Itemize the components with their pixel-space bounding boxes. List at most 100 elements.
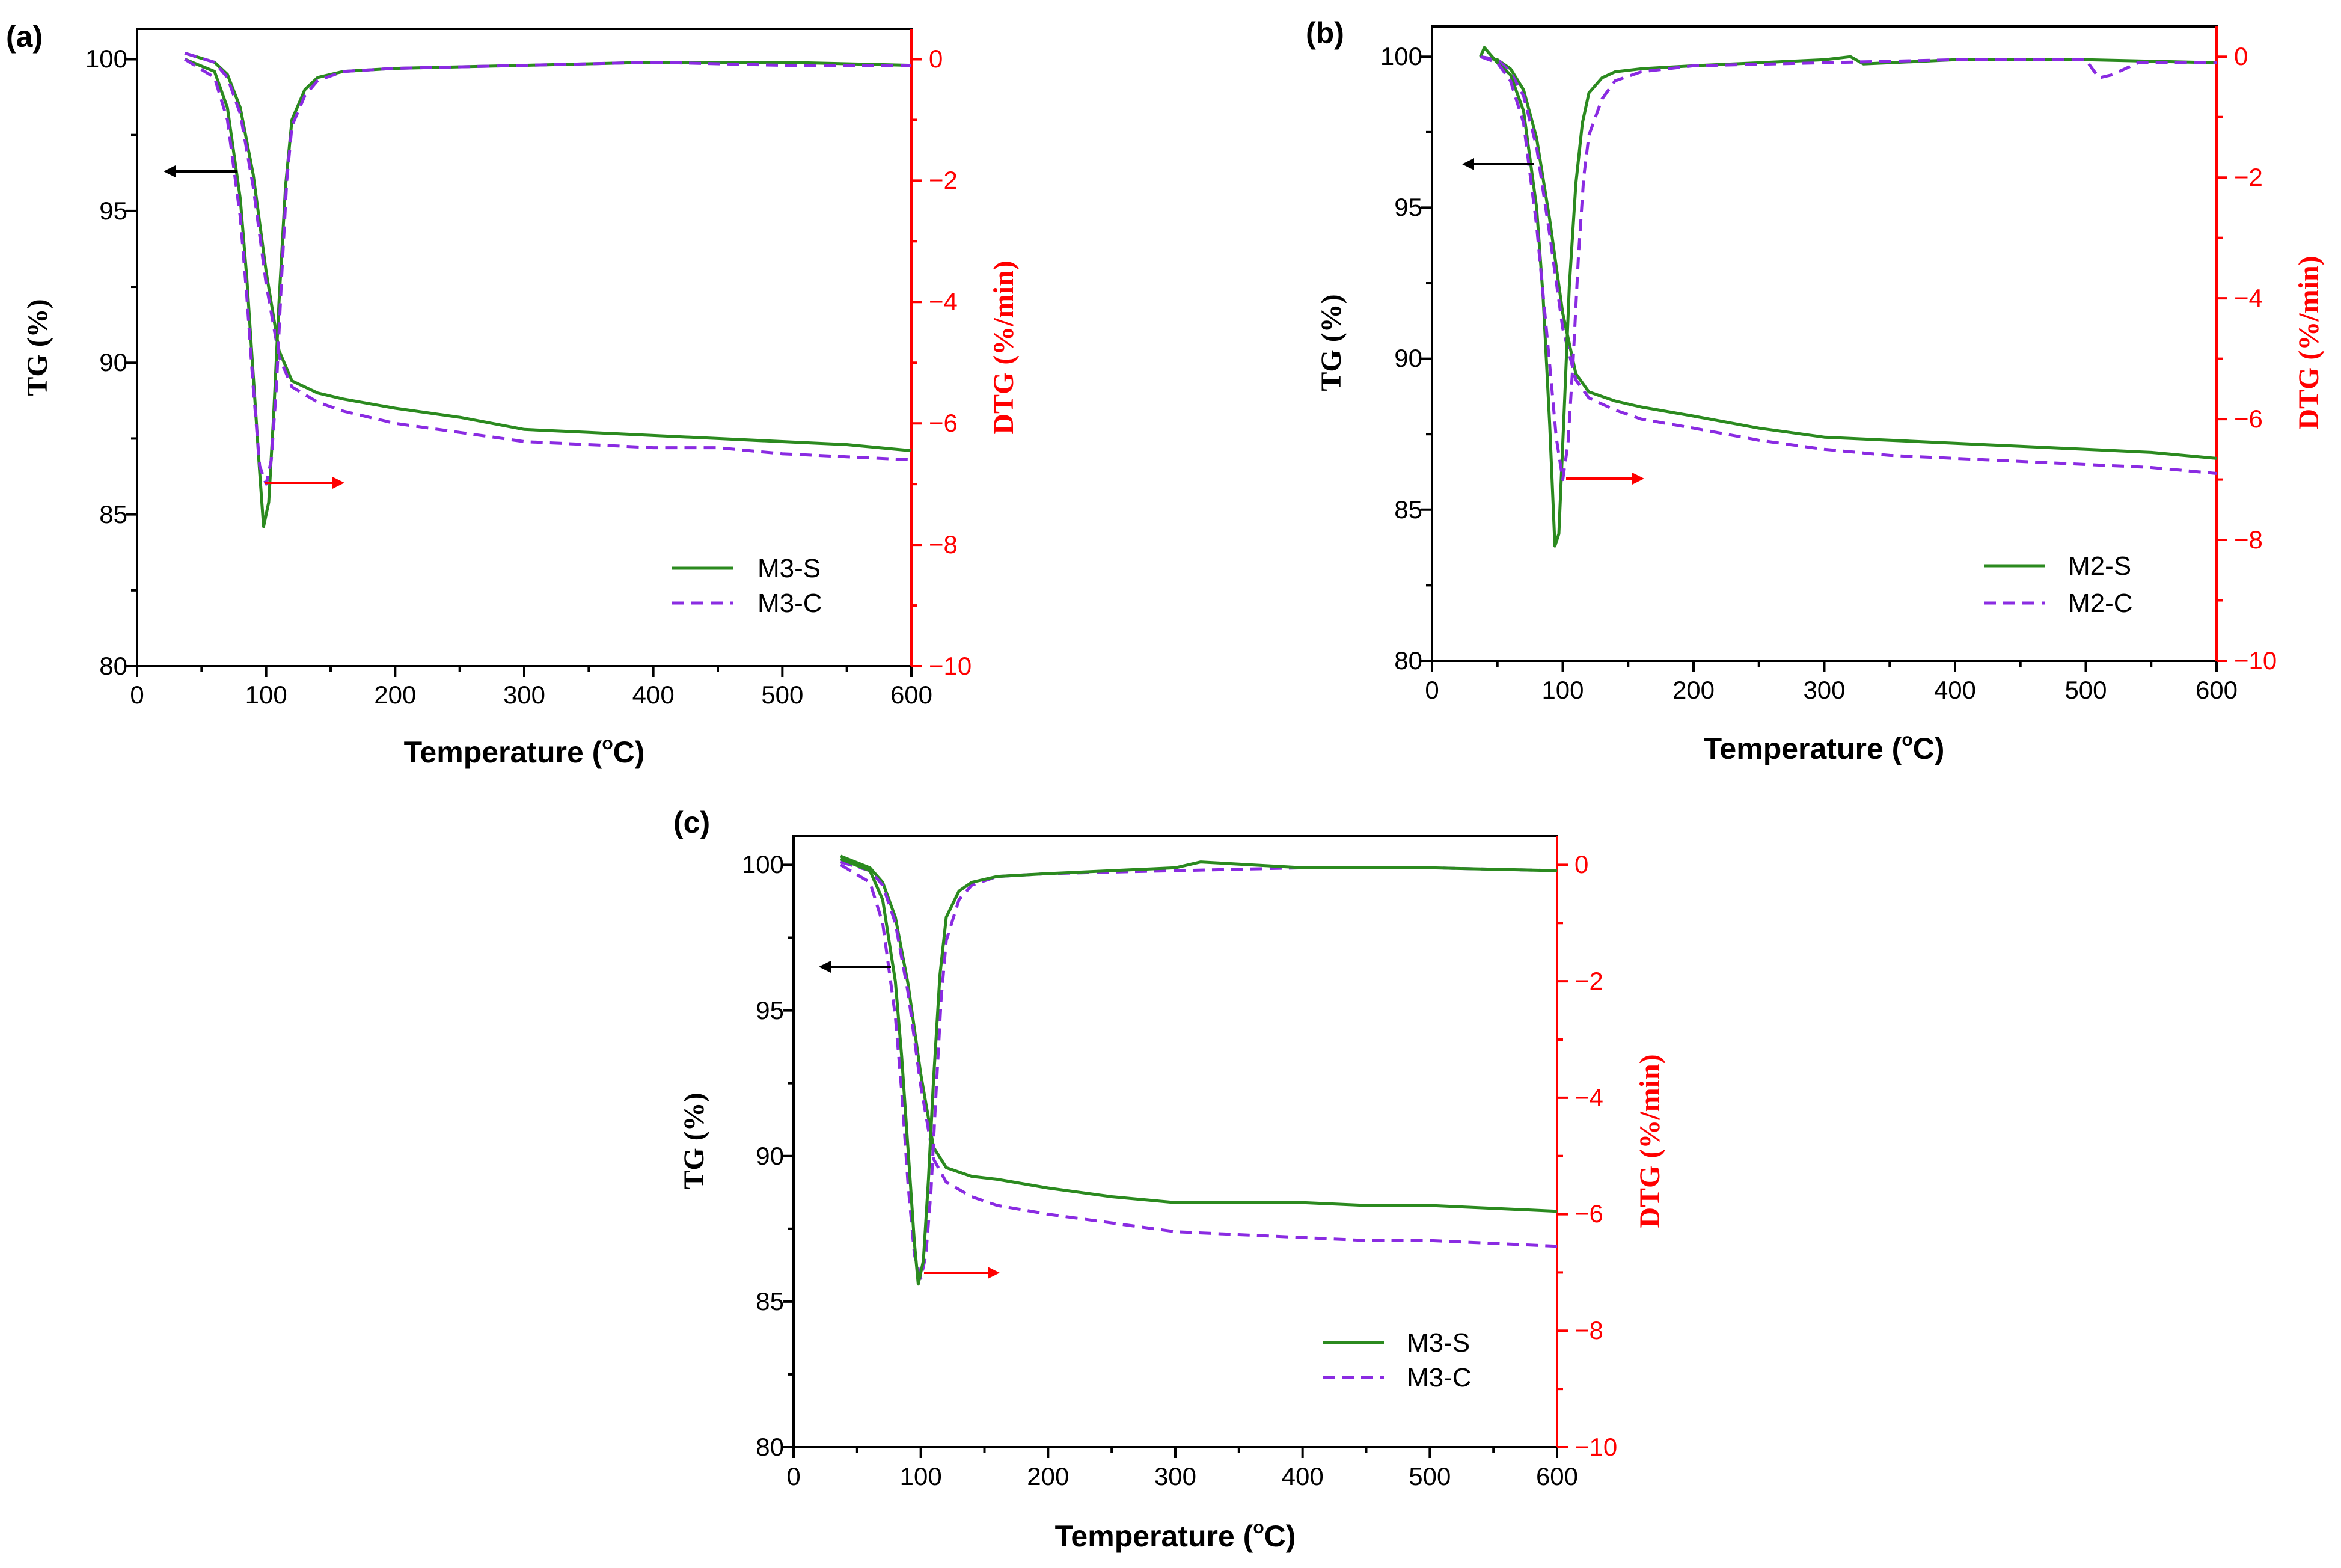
panel-c-series-group xyxy=(840,854,1558,1286)
panel-b-legend: M2-S M2-C xyxy=(1984,551,2133,618)
panel-b-ytick-labels: 80 85 90 95 100 xyxy=(1380,42,1422,675)
panel-c-y-axis-title: TG (%) xyxy=(678,1092,710,1189)
panel-b-y2tick-label: −10 xyxy=(2234,646,2277,675)
panel-a-y-axis-title: TG (%) xyxy=(22,299,54,396)
panel-b-arrow-tg xyxy=(1462,158,1534,170)
panel-c-legend: M3-S M3-C xyxy=(1323,1328,1472,1392)
panel-a-y2tick-label: −4 xyxy=(929,287,958,316)
panel-a-arrow-tg-head xyxy=(164,165,176,177)
panel-a-y2tick-label: −2 xyxy=(929,166,958,194)
panel-b-legend-label-c: M2-C xyxy=(2068,589,2133,618)
panel-c-xtick-labels: 0 100 200 300 400 500 600 xyxy=(786,1462,1578,1490)
panel-c-y2tick-label: 0 xyxy=(1574,850,1588,878)
panel-c-y2tick-label: −8 xyxy=(1574,1316,1603,1344)
panel-b-xtick-label: 300 xyxy=(1803,676,1845,704)
panel-b-ytick-label: 85 xyxy=(1394,495,1422,524)
panel-b-legend-label-s: M2-S xyxy=(2068,551,2131,581)
panel-c-ytick-label: 95 xyxy=(756,996,784,1024)
panel-c-xtick-label: 300 xyxy=(1154,1462,1196,1490)
panel-c-legend-label-s: M3-S xyxy=(1407,1328,1470,1358)
panel-a-xtick-labels: 0 100 200 300 400 500 600 xyxy=(130,681,932,709)
panel-c-y2-axis-title: DTG (%/min) xyxy=(1634,1054,1666,1228)
panel-a-ytick-label: 80 xyxy=(99,652,127,680)
panel-a-xtick-label: 600 xyxy=(890,681,932,709)
panel-a-ytick-labels: 80 85 90 95 100 xyxy=(85,44,127,680)
panel-a-xtick-label: 500 xyxy=(761,681,803,709)
panel-b-x-axis-title: Temperature (oC) xyxy=(1704,730,1945,765)
panel-c-xtick-label: 600 xyxy=(1536,1462,1578,1490)
panel-c-ytick-labels: 80 85 90 95 100 xyxy=(742,850,784,1461)
panel-c-ytick-label: 85 xyxy=(756,1287,784,1315)
panel-c-x-axis-title: Temperature (oC) xyxy=(1055,1517,1296,1553)
panel-a-xtick-label: 300 xyxy=(503,681,545,709)
panel-b-y-axis-title: TG (%) xyxy=(1315,294,1347,391)
panel-c-xtick-label: 200 xyxy=(1027,1462,1069,1490)
panel-b-y2tick-label: −6 xyxy=(2234,405,2263,433)
panel-b-xtick-label: 500 xyxy=(2064,676,2107,704)
panel-a-y2tick-label: 0 xyxy=(929,44,943,73)
panel-c-arrow-dtg xyxy=(924,1267,1000,1279)
panel-a-arrow-tg xyxy=(164,165,237,177)
series-line-m3-c-dtg xyxy=(840,863,1558,1280)
series-line-m3-s-tg xyxy=(184,52,912,453)
panel-a: (a) 0 100 200 300 400 500 600 80 85 90 9… xyxy=(6,20,1020,769)
panel-b-arrow-dtg-head xyxy=(1632,473,1644,485)
series-line-m2-s-dtg xyxy=(1479,46,2217,548)
panel-c-xtick-label: 0 xyxy=(786,1462,800,1490)
panel-a-legend-label-s: M3-S xyxy=(757,554,821,583)
panel-a-ytick-label: 95 xyxy=(99,197,127,225)
panel-a-x-axis-title: Temperature (oC) xyxy=(404,733,645,769)
panel-c-y2tick-label: −2 xyxy=(1574,967,1603,995)
panel-a-xtick-label: 0 xyxy=(130,681,144,709)
panel-c-arrow-tg xyxy=(819,961,891,973)
panel-a-legend: M3-S M3-C xyxy=(672,554,822,618)
panel-b-y2-axis-title: DTG (%/min) xyxy=(2293,256,2325,429)
panel-b: (b) 0 100 200 300 400 500 600 80 85 90 9… xyxy=(1306,16,2325,765)
panel-b-arrow-dtg xyxy=(1566,473,1644,485)
panel-b-y2tick-labels: 0 −2 −4 −6 −8 −10 xyxy=(2234,42,2277,675)
panel-b-xtick-label: 600 xyxy=(2196,676,2238,704)
panel-a-y2tick-label: −8 xyxy=(929,530,958,559)
panel-a-legend-label-c: M3-C xyxy=(757,589,822,618)
panel-c-label: (c) xyxy=(673,806,710,839)
panel-b-y2tick-label: −8 xyxy=(2234,525,2263,554)
panel-b-xtick-labels: 0 100 200 300 400 500 600 xyxy=(1425,676,2238,704)
panel-b-ytick-label: 95 xyxy=(1394,193,1422,221)
panel-b-xtick-label: 400 xyxy=(1934,676,1976,704)
panel-b-ytick-label: 100 xyxy=(1380,42,1422,70)
panel-b-series-group xyxy=(1479,46,2217,548)
series-line-m3-s-dtg xyxy=(840,857,1558,1286)
panel-b-label: (b) xyxy=(1306,16,1344,50)
panel-a-ytick-label: 90 xyxy=(99,348,127,376)
panel-b-ticks-group xyxy=(1421,55,2227,672)
panel-b-xtick-label: 100 xyxy=(1541,676,1584,704)
panel-a-y2tick-label: −6 xyxy=(929,409,958,437)
panel-c-arrow-tg-head xyxy=(819,961,831,973)
panel-a-arrow-dtg-head xyxy=(332,477,344,489)
panel-b-xtick-label: 200 xyxy=(1672,676,1715,704)
panel-a-ytick-label: 100 xyxy=(85,44,127,73)
panel-a-xtick-label: 400 xyxy=(632,681,675,709)
panel-a-ticks-group xyxy=(126,58,922,677)
panel-c-ticks-group xyxy=(783,863,1568,1458)
series-line-m3-c-dtg xyxy=(184,58,911,486)
panel-c-y2tick-label: −4 xyxy=(1574,1083,1603,1112)
panel-a-ytick-label: 85 xyxy=(99,500,127,528)
panel-c-y2tick-label: −10 xyxy=(1574,1433,1617,1461)
panel-c-xtick-label: 500 xyxy=(1409,1462,1451,1490)
panel-c-ytick-label: 100 xyxy=(742,850,784,878)
panel-b-y2tick-label: 0 xyxy=(2234,42,2248,70)
panel-b-xtick-label: 0 xyxy=(1425,676,1439,704)
panel-a-y2tick-labels: 0 −2 −4 −6 −8 −10 xyxy=(929,44,972,680)
series-line-m2-s-tg xyxy=(1480,55,2217,460)
series-line-m3-c-tg xyxy=(184,52,912,462)
series-line-m3-c-tg xyxy=(840,860,1558,1248)
panel-a-label: (a) xyxy=(6,20,43,54)
panel-a-xtick-label: 200 xyxy=(374,681,416,709)
panel-b-ytick-label: 90 xyxy=(1394,344,1422,372)
panel-c-legend-label-c: M3-C xyxy=(1407,1363,1472,1392)
panel-c-arrow-dtg-head xyxy=(988,1267,1000,1279)
series-line-m3-s-tg xyxy=(840,854,1558,1213)
